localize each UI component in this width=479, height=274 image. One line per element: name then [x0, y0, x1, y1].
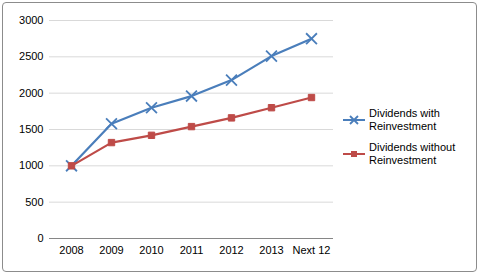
svg-text:2000: 2000 — [19, 87, 43, 99]
svg-text:2012: 2012 — [219, 244, 243, 256]
svg-text:500: 500 — [25, 196, 43, 208]
svg-text:1500: 1500 — [19, 123, 43, 135]
svg-text:2013: 2013 — [259, 244, 283, 256]
svg-text:0: 0 — [37, 232, 43, 244]
svg-text:2008: 2008 — [59, 244, 83, 256]
svg-text:1000: 1000 — [19, 159, 43, 171]
html-text:Dividends with Reinvestment: Dividends with Reinvestment — [369, 107, 440, 132]
svg-text:2011: 2011 — [180, 244, 204, 256]
svg-text:3000: 3000 — [19, 14, 43, 26]
html-text:Dividends without Reinvestment: Dividends without Reinvestment — [369, 141, 456, 166]
svg-text:2010: 2010 — [139, 244, 163, 256]
svg-text:2009: 2009 — [99, 244, 123, 256]
svg-text:Next 12: Next 12 — [293, 244, 331, 256]
svg-text:2500: 2500 — [19, 50, 43, 62]
